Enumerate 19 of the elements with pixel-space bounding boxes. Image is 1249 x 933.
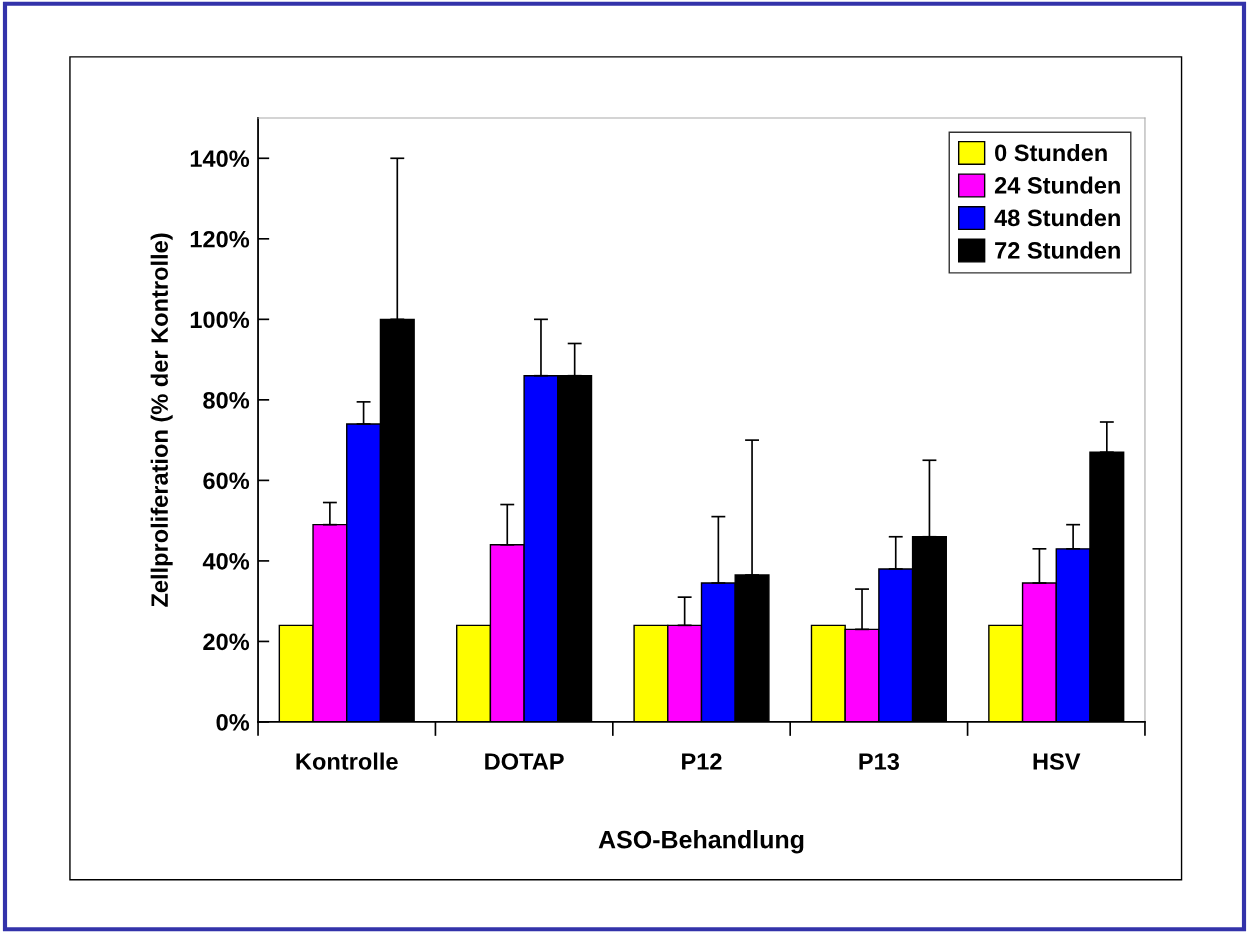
y-tick-label: 0%	[216, 714, 250, 731]
y-tick-label: 60%	[203, 472, 250, 490]
x-axis-title: ASO-Behandlung	[598, 830, 804, 854]
y-tick-label: 120%	[190, 230, 250, 248]
y-tick-label: 140%	[190, 150, 250, 168]
x-tick-label: Kontrolle	[296, 752, 398, 770]
y-tick-label: 80%	[203, 391, 250, 409]
x-tick-label: HSV	[1033, 753, 1081, 770]
y-tick-label: 20%	[203, 633, 250, 651]
x-tick-label: P13	[859, 753, 900, 770]
legend-label: 24 Stunden	[994, 176, 1120, 194]
y-tick-label: 100%	[190, 311, 250, 329]
x-tick-label: DOTAP	[485, 753, 564, 770]
legend-label: 0 Stunden	[995, 143, 1107, 162]
legend-label: 72 Stunden	[995, 241, 1120, 259]
x-tick-label: P12	[682, 753, 722, 770]
y-tick-label: 40%	[202, 552, 250, 570]
y-axis-title: Zellproliferation (% der Kontrolle)	[150, 233, 173, 607]
legend-label: 48 Stunden	[994, 208, 1120, 227]
